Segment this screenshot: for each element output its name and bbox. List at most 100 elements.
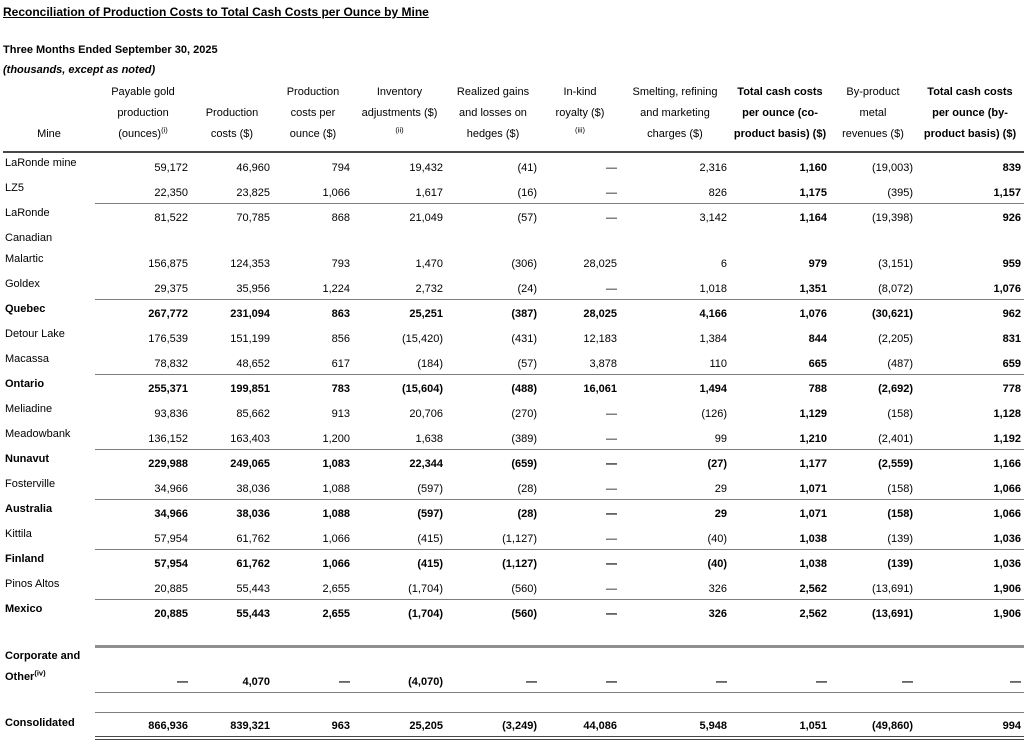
cell-by-product-metal-revenues: (49,860)	[830, 711, 916, 740]
cell-in-kind-royalty: —	[606, 212, 617, 224]
cell-total-cash-costs-co-product: 665	[730, 349, 830, 375]
cell-inventory-adjustments: 1,617	[353, 178, 446, 204]
cell-inventory-adjustments: 25,251	[409, 308, 443, 320]
cell-payable-gold-production: 229,988	[148, 458, 188, 470]
table-row: Finland 57,954 61,762 1,066 (415) (1,127) — (40…	[3, 549, 1024, 574]
cell-smelting-refining-marketing: 826	[620, 178, 730, 204]
col-header-total-cash-costs-co-product: Total cash costs per ounce (co-product ba…	[730, 82, 830, 153]
cell-inventory-adjustments: (1,704)	[353, 574, 446, 600]
col-header-mine: Mine	[3, 82, 95, 153]
cell-production-costs-per-ounce: 1,066	[322, 558, 350, 570]
cell-payable-gold-production: 78,832	[95, 349, 191, 375]
cell-by-product-metal-revenues: (8,072)	[830, 274, 916, 300]
cell-production-costs: 151,199	[230, 333, 270, 345]
cell-total-cash-costs-by-product: 962	[1002, 308, 1021, 320]
cell-in-kind-royalty: —	[540, 424, 620, 450]
cell-smelting-refining-marketing: (40)	[620, 524, 730, 550]
cell-by-product-metal-revenues: (13,691)	[830, 574, 916, 600]
cell-total-cash-costs-co-product: 2,562	[730, 574, 830, 600]
mine-label: Finland	[5, 553, 45, 565]
cell-production-costs: 38,036	[236, 508, 270, 520]
mine-label: Goldex	[5, 278, 40, 290]
cell-total-cash-costs-by-product: 1,906	[993, 608, 1021, 620]
cell-in-kind-royalty: —	[606, 408, 617, 420]
col-header-smelting-refining-marketing: Smelting, refining and marketing charges (…	[620, 82, 730, 153]
spacer-cell	[3, 692, 1024, 712]
col-header-by-product-metal-revenues: By-product metal revenues ($)	[830, 82, 916, 153]
cell-smelting-refining-marketing: 326	[708, 608, 727, 620]
cell-production-costs-per-ounce: —	[273, 644, 353, 693]
col-header-payable-gold-production: Payable gold production (ounces)(i)	[95, 82, 191, 153]
cell-inventory-adjustments: 21,049	[409, 212, 443, 224]
cell-production-costs: 23,825	[191, 178, 273, 204]
cell-total-cash-costs-by-product: 1,192	[916, 424, 1024, 450]
cell-total-cash-costs-by-product: 1,906	[916, 574, 1024, 600]
mine-label: Mexico	[5, 603, 43, 615]
cell-total-cash-costs-co-product: 1,076	[799, 308, 827, 320]
cell-by-product-metal-revenues: (2,205)	[878, 333, 913, 345]
cell-inventory-adjustments: 22,344	[409, 458, 443, 470]
cell-production-costs: 231,094	[230, 308, 270, 320]
mine-label: Meadowbank	[5, 428, 71, 440]
cell-in-kind-royalty: 28,025	[583, 308, 617, 320]
cell-total-cash-costs-co-product: 1,351	[730, 274, 830, 300]
mine-label: Meliadine	[5, 403, 53, 415]
cell-realized-gains-losses-hedges: (57)	[446, 349, 540, 375]
table-row: Detour Lake 176,539 151,199 856 (15,420) (431…	[3, 324, 1024, 349]
header-row: Mine Payable gold production (ounces)(i) Pro…	[3, 82, 1024, 153]
cell-production-costs: 55,443	[236, 608, 270, 620]
cell-payable-gold-production: 34,966	[95, 474, 191, 500]
col-header-production-costs: Production costs ($)	[191, 82, 273, 153]
table-row: Canadian Malartic 156,875 124,353 793 1,470 (3…	[3, 228, 1024, 274]
cell-inventory-adjustments: (15,420)	[402, 333, 443, 345]
units-note: (thousands, except as noted)	[3, 64, 156, 76]
cell-total-cash-costs-by-product: 659	[916, 349, 1024, 375]
cell-payable-gold-production: 81,522	[154, 212, 188, 224]
cell-payable-gold-production: 59,172	[154, 162, 188, 174]
cell-production-costs-per-ounce: 863	[331, 308, 350, 320]
cell-payable-gold-production: 93,836	[154, 408, 188, 420]
cell-payable-gold-production: 136,152	[95, 424, 191, 450]
cell-production-costs: 55,443	[191, 574, 273, 600]
cell-realized-gains-losses-hedges: (28)	[517, 508, 537, 520]
cell-realized-gains-losses-hedges: (560)	[446, 574, 540, 600]
cell-total-cash-costs-by-product: 994	[916, 711, 1024, 740]
cell-total-cash-costs-by-product: 959	[1002, 258, 1021, 270]
cell-in-kind-royalty: —	[606, 162, 617, 174]
table-header: Mine Payable gold production (ounces)(i) Pro…	[3, 82, 1024, 153]
cell-production-costs-per-ounce: 794	[331, 162, 350, 174]
cell-payable-gold-production: 57,954	[154, 558, 188, 570]
cell-smelting-refining-marketing: 326	[620, 574, 730, 600]
mine-label: Fosterville	[5, 478, 56, 490]
cell-inventory-adjustments: 19,432	[409, 162, 443, 174]
cell-total-cash-costs-co-product: 788	[808, 383, 827, 395]
table-row: Fosterville 34,966 38,036 1,088 (597) (28) —29…	[3, 474, 1024, 500]
cell-in-kind-royalty: —	[540, 574, 620, 600]
cell-production-costs: 61,762	[191, 524, 273, 550]
cell-smelting-refining-marketing: 110	[620, 349, 730, 375]
cell-in-kind-royalty: —	[540, 524, 620, 550]
cell-production-costs: 46,960	[236, 162, 270, 174]
cell-by-product-metal-revenues: (19,398)	[872, 212, 913, 224]
cell-total-cash-costs-co-product: 1,164	[799, 212, 827, 224]
cell-total-cash-costs-by-product: 1,157	[916, 178, 1024, 204]
cell-in-kind-royalty: —	[606, 608, 617, 620]
cell-in-kind-royalty: —	[540, 274, 620, 300]
table-body: LaRonde mine 59,172 46,960 794 19,432 (41) —2,…	[3, 152, 1024, 740]
mine-label: Canadian Malartic	[5, 232, 53, 265]
col-header-production-costs-per-ounce: Production costs per ounce ($)	[273, 82, 353, 153]
cell-total-cash-costs-by-product: 1,166	[993, 458, 1021, 470]
cell-smelting-refining-marketing: 29	[714, 508, 727, 520]
table-row: Mexico 20,885 55,443 2,655 (1,704) (560) — 326 2…	[3, 599, 1024, 624]
cell-total-cash-costs-co-product: 979	[808, 258, 827, 270]
cell-smelting-refining-marketing: —	[620, 644, 730, 693]
mine-label: Nunavut	[5, 453, 49, 465]
cell-by-product-metal-revenues: (487)	[830, 349, 916, 375]
cell-total-cash-costs-co-product: 2,562	[799, 608, 827, 620]
cell-realized-gains-losses-hedges: (488)	[511, 383, 537, 395]
cell-payable-gold-production: 34,966	[154, 508, 188, 520]
table-row: Meliadine 93,836 85,662 913 20,706 (270) — (126…	[3, 399, 1024, 424]
cell-by-product-metal-revenues: (158)	[887, 508, 913, 520]
cell-realized-gains-losses-hedges: (57)	[517, 212, 537, 224]
